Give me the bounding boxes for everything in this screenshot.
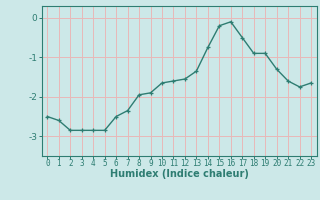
X-axis label: Humidex (Indice chaleur): Humidex (Indice chaleur) [110,169,249,179]
